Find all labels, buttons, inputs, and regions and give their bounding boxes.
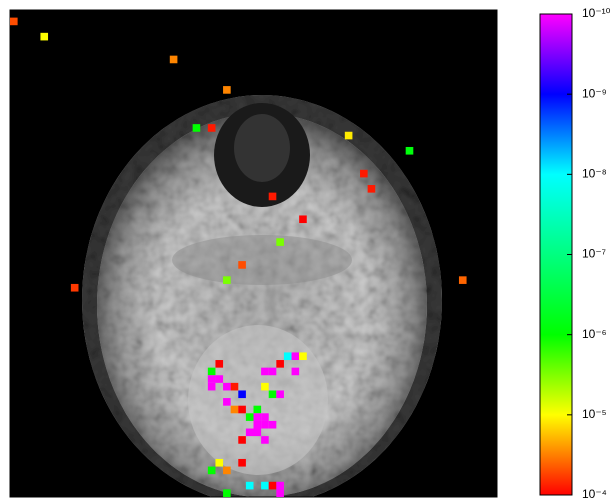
voxel: [238, 261, 246, 269]
voxel: [292, 352, 300, 360]
voxel: [261, 368, 269, 376]
voxel: [208, 467, 216, 475]
voxel: [231, 383, 239, 391]
voxel: [459, 276, 467, 284]
voxel: [261, 436, 269, 444]
voxel: [238, 459, 246, 467]
voxel: [71, 284, 79, 292]
voxel: [238, 406, 246, 414]
voxel: [299, 352, 307, 360]
colorbar-tick-label: 10⁻⁴: [582, 487, 607, 501]
voxel: [208, 368, 216, 376]
voxel: [223, 398, 231, 406]
voxel: [345, 132, 353, 140]
voxel: [254, 406, 262, 414]
voxel: [40, 33, 48, 41]
voxel: [269, 193, 277, 201]
voxel: [261, 482, 269, 490]
voxel: [208, 375, 216, 383]
colorbar-tick-label: 10⁻⁸: [582, 167, 607, 181]
voxel: [269, 421, 277, 429]
voxel: [269, 368, 277, 376]
voxel: [292, 368, 300, 376]
voxel: [223, 276, 231, 284]
colorbar-tick-label: 10⁻⁵: [582, 407, 607, 421]
voxel: [299, 215, 307, 223]
voxel: [269, 482, 277, 490]
figure: 10⁻¹⁰ 10⁻⁹ 10⁻⁸ 10⁻⁷ 10⁻⁶ 10⁻⁵ 10⁻⁴: [0, 0, 616, 504]
colorbar-axis: 10⁻¹⁰ 10⁻⁹ 10⁻⁸ 10⁻⁷ 10⁻⁶ 10⁻⁵ 10⁻⁴: [567, 6, 611, 501]
voxel: [284, 352, 292, 360]
voxel: [360, 170, 368, 178]
voxel: [246, 413, 254, 421]
colorbar-tick-label: 10⁻⁷: [582, 247, 606, 261]
voxel: [276, 360, 284, 368]
colorbar-tick-label: 10⁻¹⁰: [582, 6, 611, 20]
voxel: [208, 383, 216, 391]
colorbar-tick-label: 10⁻⁹: [582, 86, 607, 100]
voxel: [246, 482, 254, 490]
voxel: [261, 421, 269, 429]
colorbar-tick-label: 10⁻⁶: [582, 327, 607, 341]
voxel: [269, 390, 277, 398]
voxel: [170, 56, 178, 64]
voxel: [215, 360, 223, 368]
voxel: [223, 489, 231, 497]
voxel: [254, 413, 262, 421]
voxel: [254, 421, 262, 429]
voxel: [208, 124, 216, 132]
voxel: [246, 429, 254, 437]
voxel: [215, 375, 223, 383]
voxel: [215, 459, 223, 467]
voxel: [368, 185, 376, 193]
voxel: [193, 124, 201, 132]
voxel: [231, 406, 239, 414]
voxel: [276, 482, 284, 490]
voxel: [276, 489, 284, 497]
voxel: [276, 390, 284, 398]
voxel: [406, 147, 414, 155]
voxel: [276, 238, 284, 246]
voxel: [223, 86, 231, 94]
voxel: [261, 383, 269, 391]
voxel: [238, 436, 246, 444]
voxel: [254, 429, 262, 437]
voxel: [223, 383, 231, 391]
voxel: [10, 18, 18, 26]
voxel: [223, 467, 231, 475]
voxel: [261, 413, 269, 421]
voxel: [238, 390, 246, 398]
